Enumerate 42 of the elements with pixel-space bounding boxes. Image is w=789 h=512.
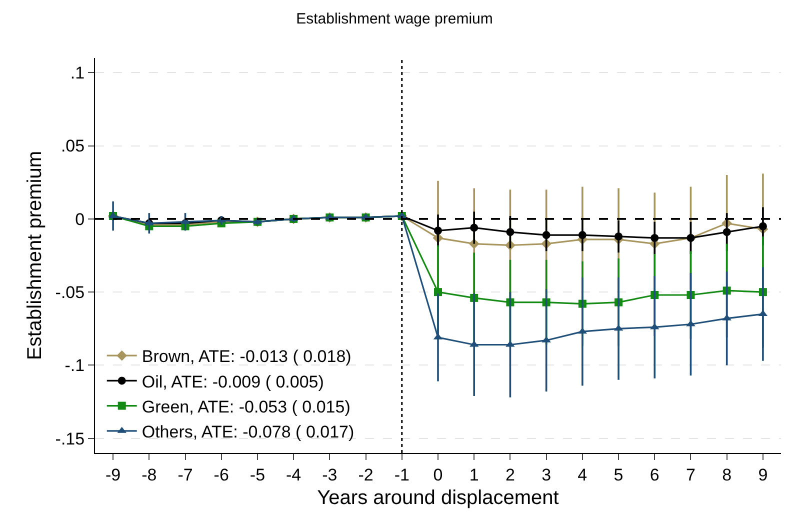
y-tick-label: .05 (60, 136, 85, 156)
x-tick-label: 8 (722, 465, 732, 484)
x-tick-label: -1 (394, 465, 410, 484)
x-axis-title: Years around displacement (317, 486, 560, 509)
legend-label: Brown, ATE: -0.013 ( 0.018) (142, 347, 352, 366)
x-tick-label: -8 (142, 465, 157, 484)
x-tick-label: 3 (542, 465, 552, 484)
point (758, 222, 767, 230)
x-tick-label: 0 (433, 465, 443, 484)
point (434, 226, 442, 235)
x-tick-label: -2 (358, 465, 374, 484)
x-tick-label: -9 (105, 465, 121, 484)
y-tick-label: 0 (75, 210, 85, 229)
legend-label: Others, ATE: -0.078 ( 0.017) (142, 422, 354, 442)
x-tick-label: 9 (758, 465, 768, 484)
point (434, 288, 442, 296)
x-tick-label: -5 (250, 465, 266, 484)
x-tick-label: 1 (469, 465, 479, 484)
y-tick-label: -.15 (55, 429, 85, 448)
point (650, 234, 659, 242)
point (614, 232, 623, 240)
legend-label: Oil, ATE: -0.009 ( 0.005) (142, 372, 324, 392)
x-tick-label: -7 (178, 465, 193, 484)
point (542, 231, 550, 240)
legend-label: Green, ATE: -0.053 ( 0.015) (142, 397, 350, 416)
chart-title: Establishment wage premium (296, 10, 493, 28)
x-tick-label: -6 (214, 465, 229, 484)
y-tick-label: -.1 (64, 356, 85, 376)
point (578, 231, 586, 240)
y-axis-title: Establishment premium (24, 151, 46, 360)
y-tick-label: .1 (70, 64, 85, 83)
x-tick-label: 2 (505, 465, 515, 484)
y-tick-label: -.05 (55, 283, 85, 302)
x-tick-label: -4 (286, 465, 302, 484)
x-tick-label: 4 (578, 465, 588, 484)
point (506, 228, 514, 236)
point (470, 224, 478, 232)
point (722, 228, 731, 236)
x-tick-label: 6 (650, 465, 660, 484)
x-tick-label: 7 (686, 465, 696, 484)
x-tick-label: 5 (614, 465, 624, 484)
x-tick-label: -3 (322, 465, 338, 484)
